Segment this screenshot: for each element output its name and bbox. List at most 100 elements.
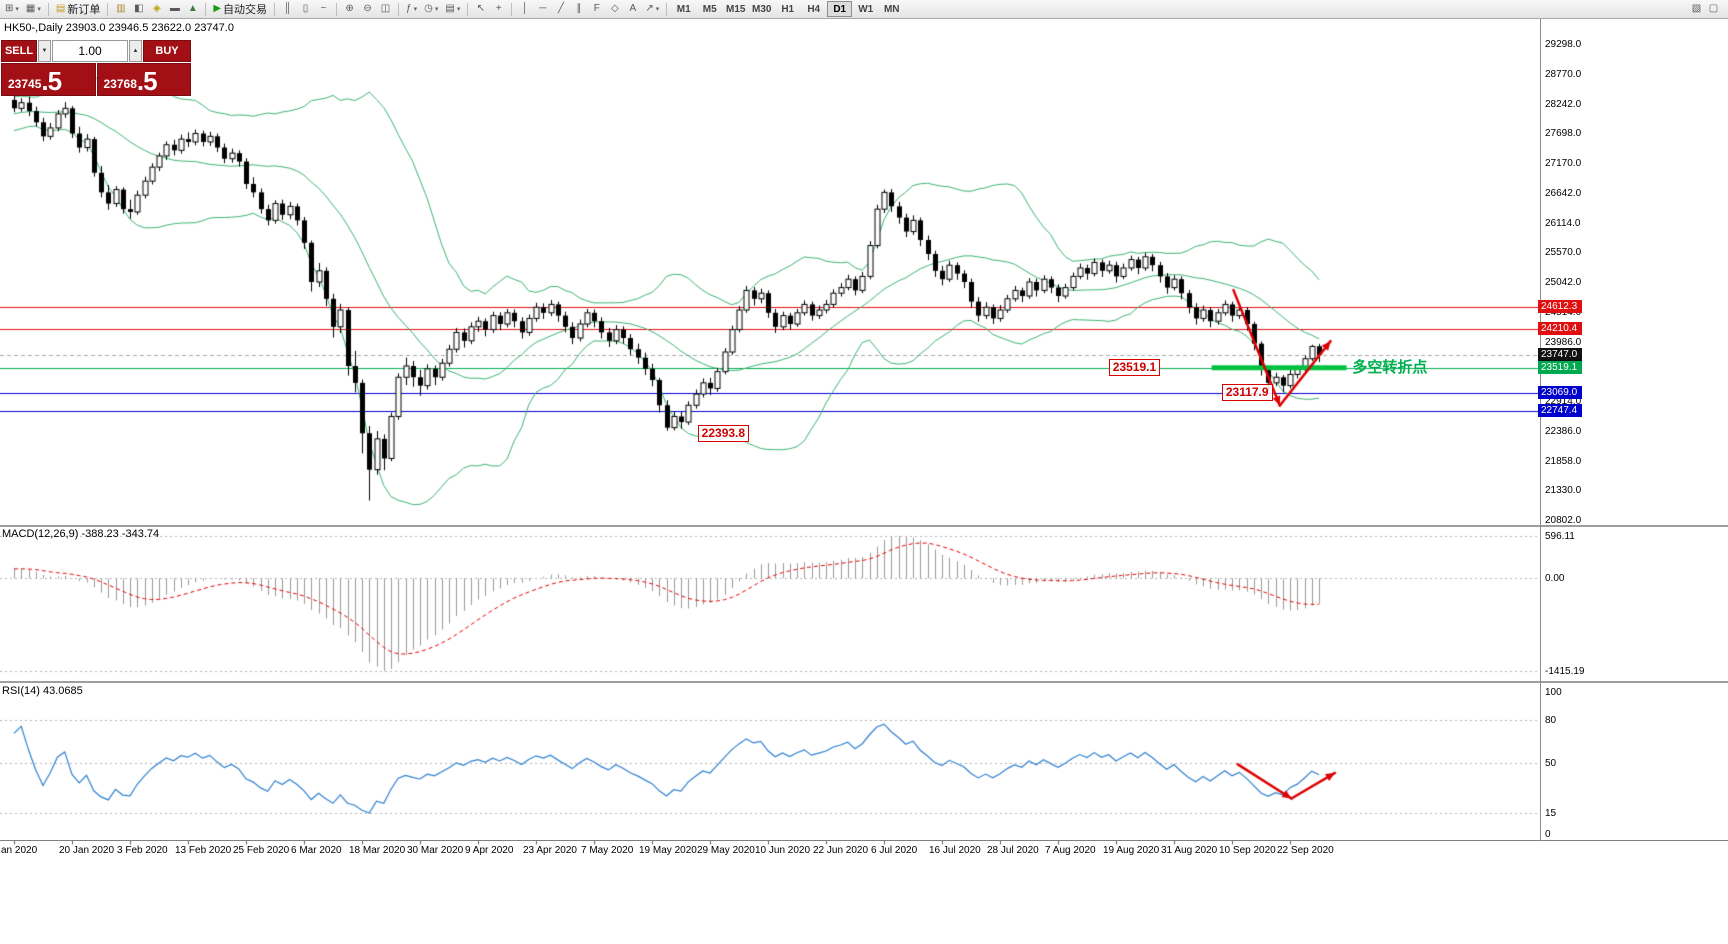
timeframe-h1-button[interactable]: H1 <box>775 1 800 17</box>
bar-chart-button[interactable]: ║ <box>279 1 296 17</box>
chart-profiles-button[interactable]: ▦ ▾ <box>23 1 44 17</box>
full-screen-button[interactable]: ▢ <box>1705 1 1722 17</box>
text-button[interactable]: A <box>624 1 641 17</box>
dropdown-icon: ▾ <box>15 5 19 13</box>
auto-trading-icon: ▶ <box>213 3 222 14</box>
candle-chart-button[interactable]: ▯ <box>297 1 314 17</box>
annotation-box-22393.8: 22393.8 <box>697 424 750 442</box>
time-axis-label: 23 Apr 2020 <box>523 845 577 856</box>
cursor-button[interactable]: ↖ <box>472 1 489 17</box>
zoom-in-icon: ⊕ <box>345 3 354 14</box>
price-axis-label: 25570.0 <box>1545 247 1582 259</box>
annotation-box-23519.1: 23519.1 <box>1108 358 1161 376</box>
new-order-button[interactable]: ▤ 新订单 <box>53 1 103 17</box>
tile-windows-icon: ◫ <box>380 3 391 14</box>
timeframe-w1-button[interactable]: W1 <box>853 1 878 17</box>
macd-axis-label: 596.11 <box>1545 531 1575 542</box>
line-chart-button[interactable]: ~ <box>315 1 332 17</box>
spin-down-icon: ▼ <box>41 48 48 54</box>
new-chart-button[interactable]: ⊞ ▾ <box>2 1 22 17</box>
time-axis-label: an 2020 <box>1 845 38 856</box>
timeframe-d1-button[interactable]: D1 <box>827 1 853 17</box>
timeframe-m15-button[interactable]: M15 <box>723 1 748 17</box>
time-axis-label: 3 Feb 2020 <box>117 845 168 856</box>
time-axis-label: 7 May 2020 <box>581 845 634 856</box>
buy-price-main: 23768 <box>103 77 137 91</box>
arrow-tools-button[interactable]: ↗ ▾ <box>642 1 662 17</box>
time-axis-label: 25 Feb 2020 <box>233 845 290 856</box>
price-axis-label: 27170.0 <box>1545 158 1582 169</box>
annotation-box-23117.9: 23117.9 <box>1221 384 1273 402</box>
price-axis-label: 22914.0 <box>1545 396 1582 407</box>
price-axis-label: 26114.0 <box>1545 217 1581 229</box>
sell-button[interactable]: SELL <box>1 40 37 62</box>
price-axis-label: 21330.0 <box>1545 485 1582 497</box>
auto-trading-button[interactable]: ▶ 自动交易 <box>210 1 270 17</box>
sell-price[interactable]: 23745 .5 <box>1 63 96 96</box>
tile-windows-button[interactable]: ◫ <box>377 1 394 17</box>
text-icon: A <box>629 3 637 14</box>
time-axis-label: 30 Mar 2020 <box>407 845 464 856</box>
toolbar-separator <box>274 2 276 16</box>
data-window-button[interactable]: ◧ <box>130 1 147 17</box>
periods-button[interactable]: ◷ ▾ <box>421 1 441 17</box>
timeframe-m5-button[interactable]: M5 <box>697 1 722 17</box>
annotation-turning-point: 多空转折点 <box>1352 359 1428 377</box>
terminal-button[interactable]: ▬ <box>166 1 183 17</box>
timeframe-m1-button[interactable]: M1 <box>671 1 696 17</box>
timeframe-m30-button[interactable]: M30 <box>749 1 774 17</box>
time-axis-label: 7 Aug 2020 <box>1045 845 1096 856</box>
price-axis-label: 23986.0 <box>1545 336 1582 348</box>
timeframe-mn-button[interactable]: MN <box>879 1 904 17</box>
navigator-button[interactable]: ◈ <box>148 1 165 17</box>
sell-price-fraction: .5 <box>41 66 62 96</box>
volume-input[interactable] <box>52 40 128 62</box>
price-axis-label: 22386.0 <box>1545 425 1582 437</box>
macd-panel-separator[interactable] <box>0 525 1728 527</box>
chart-shift-icon: ▧ <box>1691 3 1702 14</box>
rsi-panel-separator[interactable] <box>0 681 1728 683</box>
dropdown-icon: ▾ <box>434 5 439 13</box>
shapes-icon: ◇ <box>610 3 619 14</box>
price-marker-23519.1: 23519.1 <box>1538 360 1582 374</box>
toolbar-separator <box>205 2 207 16</box>
trade-controls-row: SELL ▼ ▲ BUY <box>1 40 191 62</box>
market-watch-button[interactable]: ▥ <box>112 1 129 17</box>
zoom-out-button[interactable]: ⊖ <box>359 1 376 17</box>
time-axis-label: 20 Jan 2020 <box>59 845 115 856</box>
crosshair-button[interactable]: + <box>490 1 507 17</box>
toolbar-separator <box>511 2 513 16</box>
trendline-icon: ╱ <box>557 3 564 14</box>
time-axis-label: 22 Sep 2020 <box>1277 845 1334 856</box>
dropdown-icon: ▾ <box>413 5 418 13</box>
time-axis-label: 31 Aug 2020 <box>1161 845 1218 856</box>
dropdown-icon: ▾ <box>456 5 461 13</box>
time-axis-label: 6 Jul 2020 <box>871 845 918 856</box>
channel-button[interactable]: ∥ <box>570 1 587 17</box>
indicators-button[interactable]: ƒ ▾ <box>403 1 420 17</box>
periods-icon: ◷ <box>424 3 433 14</box>
vertical-line-button[interactable]: │ <box>516 1 533 17</box>
horizontal-line-icon: ─ <box>539 3 547 14</box>
timeframe-h4-button[interactable]: H4 <box>801 1 826 17</box>
volume-increase-button[interactable]: ▲ <box>129 40 142 62</box>
line-chart-icon: ~ <box>320 3 327 14</box>
templates-icon: ▤ <box>445 3 455 14</box>
auto-trading-label: 自动交易 <box>223 4 268 16</box>
chart-shift-button[interactable]: ▧ <box>1688 1 1705 17</box>
shapes-button[interactable]: ◇ <box>606 1 623 17</box>
toolbar-separator <box>47 2 49 16</box>
volume-decrease-button[interactable]: ▼ <box>38 40 51 62</box>
buy-button[interactable]: BUY <box>143 40 191 62</box>
horizontal-line-button[interactable]: ─ <box>534 1 551 17</box>
fibonacci-button[interactable]: F <box>588 1 605 17</box>
buy-price[interactable]: 23768 .5 <box>96 63 191 96</box>
time-axis-label: 19 May 2020 <box>639 845 697 856</box>
rsi-axis-label: 100 <box>1545 687 1562 698</box>
price-marker-24210.4: 24210.4 <box>1538 322 1582 336</box>
templates-button[interactable]: ▤ ▾ <box>442 1 463 17</box>
strategy-tester-button[interactable]: ▲ <box>184 1 201 17</box>
zoom-in-button[interactable]: ⊕ <box>341 1 358 17</box>
trendline-button[interactable]: ╱ <box>552 1 569 17</box>
